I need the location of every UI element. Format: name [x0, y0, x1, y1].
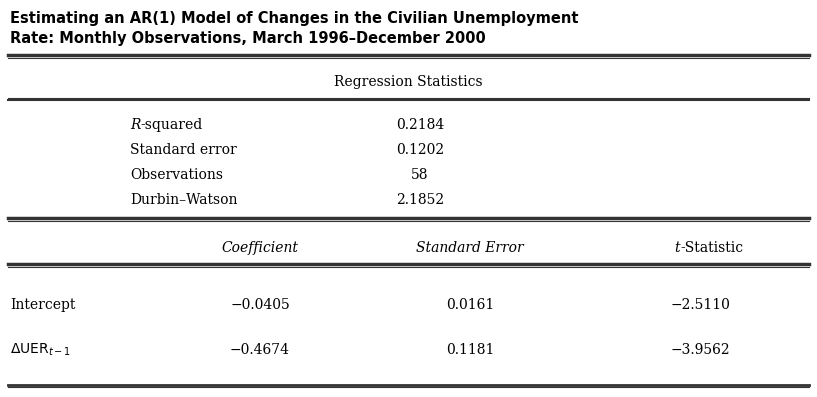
Text: -Statistic: -Statistic [680, 241, 743, 255]
Text: Regression Statistics: Regression Statistics [333, 75, 482, 89]
Text: 0.1181: 0.1181 [446, 343, 494, 357]
Text: Durbin–Watson: Durbin–Watson [130, 193, 238, 207]
Text: $\Delta$UER$_{t-1}$: $\Delta$UER$_{t-1}$ [10, 342, 71, 358]
Text: −0.0405: −0.0405 [230, 298, 290, 312]
Text: −0.4674: −0.4674 [230, 343, 290, 357]
Text: R: R [130, 118, 141, 132]
Text: Standard error: Standard error [130, 143, 237, 157]
Text: Standard Error: Standard Error [416, 241, 524, 255]
Text: Intercept: Intercept [10, 298, 75, 312]
Text: 0.1202: 0.1202 [396, 143, 444, 157]
Text: 2.1852: 2.1852 [396, 193, 444, 207]
Text: 0.2184: 0.2184 [396, 118, 444, 132]
Text: Rate: Monthly Observations, March 1996–December 2000: Rate: Monthly Observations, March 1996–D… [10, 31, 486, 46]
Text: Coefficient: Coefficient [221, 241, 298, 255]
Text: −2.5110: −2.5110 [670, 298, 730, 312]
Text: −3.9562: −3.9562 [670, 343, 730, 357]
Text: 58: 58 [411, 168, 429, 182]
Text: Observations: Observations [130, 168, 223, 182]
Text: t: t [674, 241, 680, 255]
Text: -squared: -squared [140, 118, 203, 132]
Text: 0.0161: 0.0161 [446, 298, 494, 312]
Text: Estimating an AR(1) Model of Changes in the Civilian Unemployment: Estimating an AR(1) Model of Changes in … [10, 10, 578, 25]
